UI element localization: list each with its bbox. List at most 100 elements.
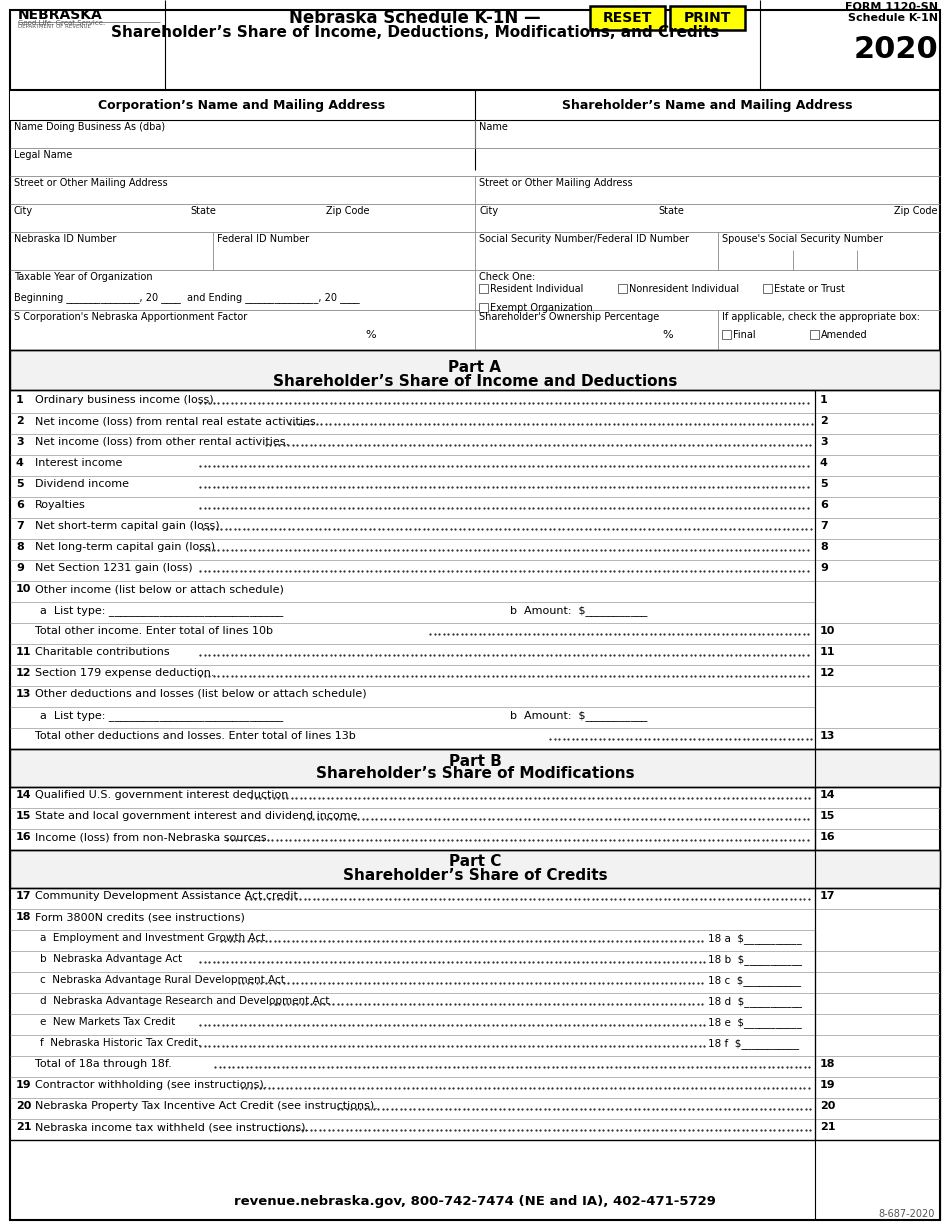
Text: 15: 15	[16, 811, 31, 820]
Text: Corporation’s Name and Mailing Address: Corporation’s Name and Mailing Address	[99, 98, 386, 112]
Text: Royalties: Royalties	[35, 501, 86, 510]
Text: 3: 3	[820, 437, 827, 446]
Text: c  Nebraska Advantage Rural Development Act: c Nebraska Advantage Rural Development A…	[40, 975, 285, 985]
Text: 2020: 2020	[853, 34, 938, 64]
Text: 7: 7	[16, 522, 24, 531]
Text: Nebraska Property Tax Incentive Act Credit (see instructions).: Nebraska Property Tax Incentive Act Cred…	[35, 1101, 378, 1111]
Text: Form 3800N credits (see instructions): Form 3800N credits (see instructions)	[35, 911, 245, 922]
Text: State and local government interest and dividend income: State and local government interest and …	[35, 811, 357, 820]
Text: Final: Final	[733, 330, 755, 339]
Text: S Corporation's Nebraska Apportionment Factor: S Corporation's Nebraska Apportionment F…	[14, 312, 247, 322]
Text: Income (loss) from non-Nebraska sources: Income (loss) from non-Nebraska sources	[35, 831, 267, 843]
Text: Shareholder’s Share of Income, Deductions, Modifications, and Credits: Shareholder’s Share of Income, Deduction…	[111, 25, 719, 41]
Text: 18 d  $___________: 18 d $___________	[708, 996, 802, 1007]
Text: NEBRASKA: NEBRASKA	[18, 9, 103, 22]
Text: 6: 6	[16, 501, 24, 510]
Text: 18 f  $___________: 18 f $___________	[708, 1038, 799, 1049]
Text: Net long-term capital gain (loss): Net long-term capital gain (loss)	[35, 542, 215, 552]
Text: Nebraska Schedule K-1N —: Nebraska Schedule K-1N —	[289, 9, 541, 27]
Text: Nebraska ID Number: Nebraska ID Number	[14, 234, 116, 244]
Bar	[10, 90, 475, 121]
Text: Shareholder’s Share of Credits: Shareholder’s Share of Credits	[343, 867, 607, 882]
Text: Beginning _______________, 20 ____  and Ending _______________, 20 ____: Beginning _______________, 20 ____ and E…	[14, 292, 360, 303]
Text: If applicable, check the appropriate box:: If applicable, check the appropriate box…	[722, 312, 920, 322]
Text: 10: 10	[820, 626, 835, 636]
Text: Good Life. Great Service.: Good Life. Great Service.	[18, 20, 105, 26]
Text: 12: 12	[16, 668, 31, 678]
Text: Shareholder’s Share of Income and Deductions: Shareholder’s Share of Income and Deduct…	[273, 374, 677, 389]
Text: DEPARTMENT OF REVENUE: DEPARTMENT OF REVENUE	[18, 25, 91, 30]
Text: Shareholder’s Share of Modifications: Shareholder’s Share of Modifications	[315, 766, 635, 781]
Text: 12: 12	[820, 668, 835, 678]
Bar	[479, 303, 488, 312]
Text: 18 e  $___________: 18 e $___________	[708, 1017, 802, 1028]
Text: PRINT: PRINT	[683, 11, 731, 25]
Text: 10: 10	[16, 584, 31, 594]
Text: Shareholder’s Name and Mailing Address: Shareholder’s Name and Mailing Address	[561, 98, 852, 112]
Text: a  Employment and Investment Growth Act: a Employment and Investment Growth Act	[40, 934, 265, 943]
Bar	[590, 6, 665, 30]
Text: a  List type: _______________________________: a List type: ___________________________…	[40, 710, 283, 721]
Text: 6: 6	[820, 501, 827, 510]
Text: Other deductions and losses (list below or attach schedule): Other deductions and losses (list below …	[35, 689, 367, 699]
Text: 2: 2	[16, 416, 24, 426]
Text: 8: 8	[16, 542, 24, 552]
Text: Charitable contributions: Charitable contributions	[35, 647, 170, 657]
Text: Net Section 1231 gain (loss): Net Section 1231 gain (loss)	[35, 563, 193, 573]
Text: 14: 14	[16, 790, 31, 800]
Text: Federal ID Number: Federal ID Number	[217, 234, 309, 244]
Text: revenue.nebraska.gov, 800-742-7474 (NE and IA), 402-471-5729: revenue.nebraska.gov, 800-742-7474 (NE a…	[234, 1196, 716, 1209]
Text: 5: 5	[820, 478, 827, 490]
Text: Net short-term capital gain (loss): Net short-term capital gain (loss)	[35, 522, 219, 531]
Text: Nebraska income tax withheld (see instructions).: Nebraska income tax withheld (see instru…	[35, 1122, 309, 1132]
Text: FORM 1120-SN: FORM 1120-SN	[845, 2, 938, 12]
Text: Street or Other Mailing Address: Street or Other Mailing Address	[479, 178, 633, 188]
Text: Check One:: Check One:	[479, 272, 535, 282]
Text: Qualified U.S. government interest deduction: Qualified U.S. government interest deduc…	[35, 790, 289, 800]
Bar	[10, 749, 940, 787]
Text: 18: 18	[820, 1059, 835, 1069]
Text: Nonresident Individual: Nonresident Individual	[629, 284, 739, 294]
Text: 8-687-2020: 8-687-2020	[879, 1209, 935, 1219]
Text: 19: 19	[820, 1080, 836, 1090]
Text: 11: 11	[16, 647, 31, 657]
Text: a  List type: _______________________________: a List type: ___________________________…	[40, 605, 283, 616]
Bar	[10, 850, 940, 888]
Text: City: City	[14, 205, 33, 216]
Text: Estate or Trust: Estate or Trust	[774, 284, 845, 294]
Text: Resident Individual: Resident Individual	[490, 284, 583, 294]
Text: 13: 13	[16, 689, 31, 699]
Text: 9: 9	[16, 563, 24, 573]
Text: State: State	[658, 205, 684, 216]
Text: Total other deductions and losses. Enter total of lines 13b: Total other deductions and losses. Enter…	[35, 731, 355, 740]
Text: Interest income: Interest income	[35, 458, 123, 467]
Text: 16: 16	[16, 831, 31, 843]
Text: Name Doing Business As (dba): Name Doing Business As (dba)	[14, 122, 165, 132]
Text: 21: 21	[820, 1122, 835, 1132]
Text: 3: 3	[16, 437, 24, 446]
Text: 16: 16	[820, 831, 836, 843]
Text: 9: 9	[820, 563, 827, 573]
Text: City: City	[479, 205, 498, 216]
Text: Other income (list below or attach schedule): Other income (list below or attach sched…	[35, 584, 284, 594]
Text: Schedule K-1N: Schedule K-1N	[848, 14, 938, 23]
Bar	[10, 351, 940, 390]
Bar	[763, 284, 772, 293]
Text: State: State	[190, 205, 216, 216]
Text: Exempt Organization: Exempt Organization	[490, 303, 593, 312]
Text: 13: 13	[820, 731, 835, 740]
Bar	[810, 330, 819, 339]
Text: 17: 17	[820, 891, 835, 902]
Text: e  New Markets Tax Credit: e New Markets Tax Credit	[40, 1017, 175, 1027]
Text: Amended: Amended	[821, 330, 867, 339]
Text: 18: 18	[16, 911, 31, 922]
Text: 4: 4	[820, 458, 827, 467]
Text: 5: 5	[16, 478, 24, 490]
Text: %: %	[662, 330, 673, 339]
Bar	[670, 6, 745, 30]
Text: 14: 14	[820, 790, 836, 800]
Text: Zip Code: Zip Code	[327, 205, 370, 216]
Text: 1: 1	[820, 395, 827, 405]
Text: Total other income. Enter total of lines 10b: Total other income. Enter total of lines…	[35, 626, 273, 636]
Text: 18 b  $___________: 18 b $___________	[708, 954, 802, 964]
